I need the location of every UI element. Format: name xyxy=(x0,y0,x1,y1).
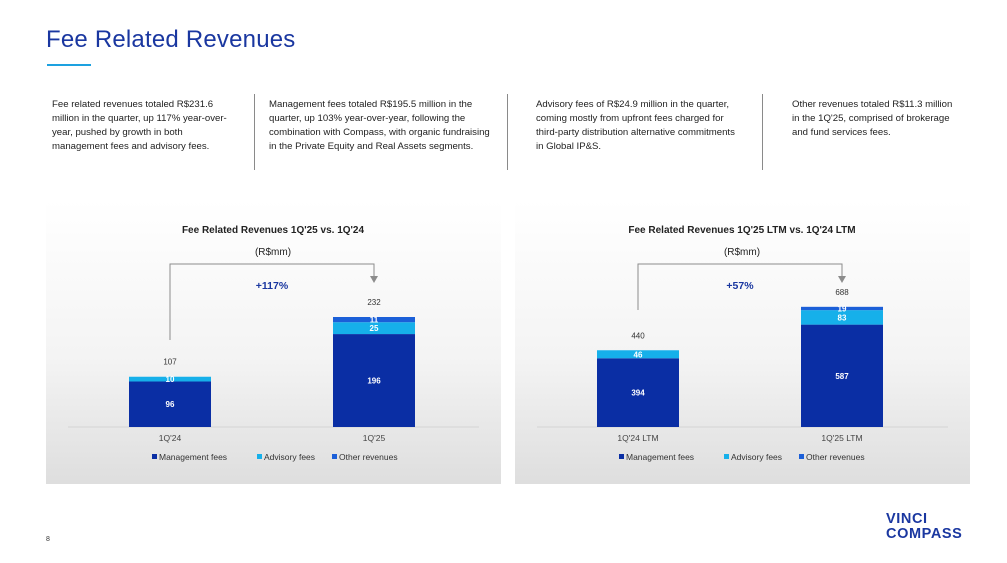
chart-title: Fee Related Revenues 1Q'25 vs. 1Q'24 xyxy=(182,225,365,236)
data-label: 10 xyxy=(166,375,175,384)
data-label: 196 xyxy=(367,377,381,386)
growth-arrowhead xyxy=(370,276,378,283)
logo-line-1: VINCI xyxy=(886,511,928,527)
legend-label: Other revenues xyxy=(806,452,865,462)
data-label: 587 xyxy=(835,372,849,381)
summary-text-2: Management fees totaled R$195.5 million … xyxy=(269,99,490,152)
legend-swatch xyxy=(799,454,804,459)
data-label: 96 xyxy=(166,400,175,409)
x-tick-label: 1Q'25 LTM xyxy=(821,433,862,443)
x-tick-label: 1Q'24 xyxy=(159,433,182,443)
x-tick-label: 1Q'25 xyxy=(363,433,386,443)
page-number: 8 xyxy=(46,536,50,543)
chart-ltm-svg: Fee Related Revenues 1Q'25 LTM vs. 1Q'24… xyxy=(537,225,948,462)
title-underline xyxy=(47,64,91,66)
bar-segment xyxy=(129,376,211,382)
bar-segment xyxy=(801,306,883,311)
data-label: 25 xyxy=(370,324,379,333)
column-divider xyxy=(254,94,255,170)
bar-segment xyxy=(597,358,679,427)
total-label: 440 xyxy=(631,331,645,340)
data-label: 19 xyxy=(838,304,847,313)
chart-panel-quarter: Fee Related Revenues 1Q'25 vs. 1Q'24 (R$m… xyxy=(46,200,501,484)
legend-swatch xyxy=(724,454,729,459)
chart-subtitle: (R$mm) xyxy=(724,247,760,258)
data-label: 46 xyxy=(634,350,643,359)
column-divider xyxy=(762,94,763,170)
growth-label: +57% xyxy=(726,280,754,292)
bar-segment xyxy=(333,334,415,427)
legend-label: Management fees xyxy=(159,452,227,462)
page-title: Fee Related Revenues xyxy=(46,26,296,53)
total-label: 107 xyxy=(163,358,177,367)
data-label: 394 xyxy=(631,389,645,398)
growth-bracket xyxy=(169,263,375,340)
legend-label: Other revenues xyxy=(339,452,398,462)
x-tick-label: 1Q'24 LTM xyxy=(617,433,658,443)
total-label: 688 xyxy=(835,288,849,297)
summary-text-3: Advisory fees of R$24.9 million in the q… xyxy=(536,99,735,152)
legend-label: Management fees xyxy=(626,452,694,462)
chart-quarter-svg: Fee Related Revenues 1Q'25 vs. 1Q'24 (R$m… xyxy=(68,225,479,462)
column-divider xyxy=(507,94,508,170)
bar-segment xyxy=(333,317,415,323)
growth-label: +117% xyxy=(256,280,289,292)
logo-line-2: COMPASS xyxy=(886,526,963,542)
chart-title: Fee Related Revenues 1Q'25 LTM vs. 1Q'24… xyxy=(628,225,855,236)
bar-segment xyxy=(801,324,883,427)
data-label: 11 xyxy=(370,316,379,325)
vinci-compass-logo: VINCI COMPASS xyxy=(886,512,962,542)
data-label: 83 xyxy=(838,313,847,322)
legend-label: Advisory fees xyxy=(731,452,782,462)
chart-subtitle: (R$mm) xyxy=(255,247,291,258)
bar-segment xyxy=(129,381,211,427)
legend-swatch xyxy=(332,454,337,459)
summary-text-1: Fee related revenues totaled R$231.6 mil… xyxy=(52,99,227,152)
legend-swatch xyxy=(619,454,624,459)
growth-bracket xyxy=(637,263,843,310)
growth-arrowhead xyxy=(838,276,846,283)
bar-segment xyxy=(597,350,679,359)
bar-segment xyxy=(333,322,415,335)
summary-text-4: Other revenues totaled R$11.3 million in… xyxy=(792,99,953,138)
total-label: 232 xyxy=(367,298,381,307)
bar-segment xyxy=(801,310,883,325)
legend-swatch xyxy=(152,454,157,459)
legend-swatch xyxy=(257,454,262,459)
legend-label: Advisory fees xyxy=(264,452,315,462)
chart-panel-ltm: Fee Related Revenues 1Q'25 LTM vs. 1Q'24… xyxy=(515,200,970,484)
